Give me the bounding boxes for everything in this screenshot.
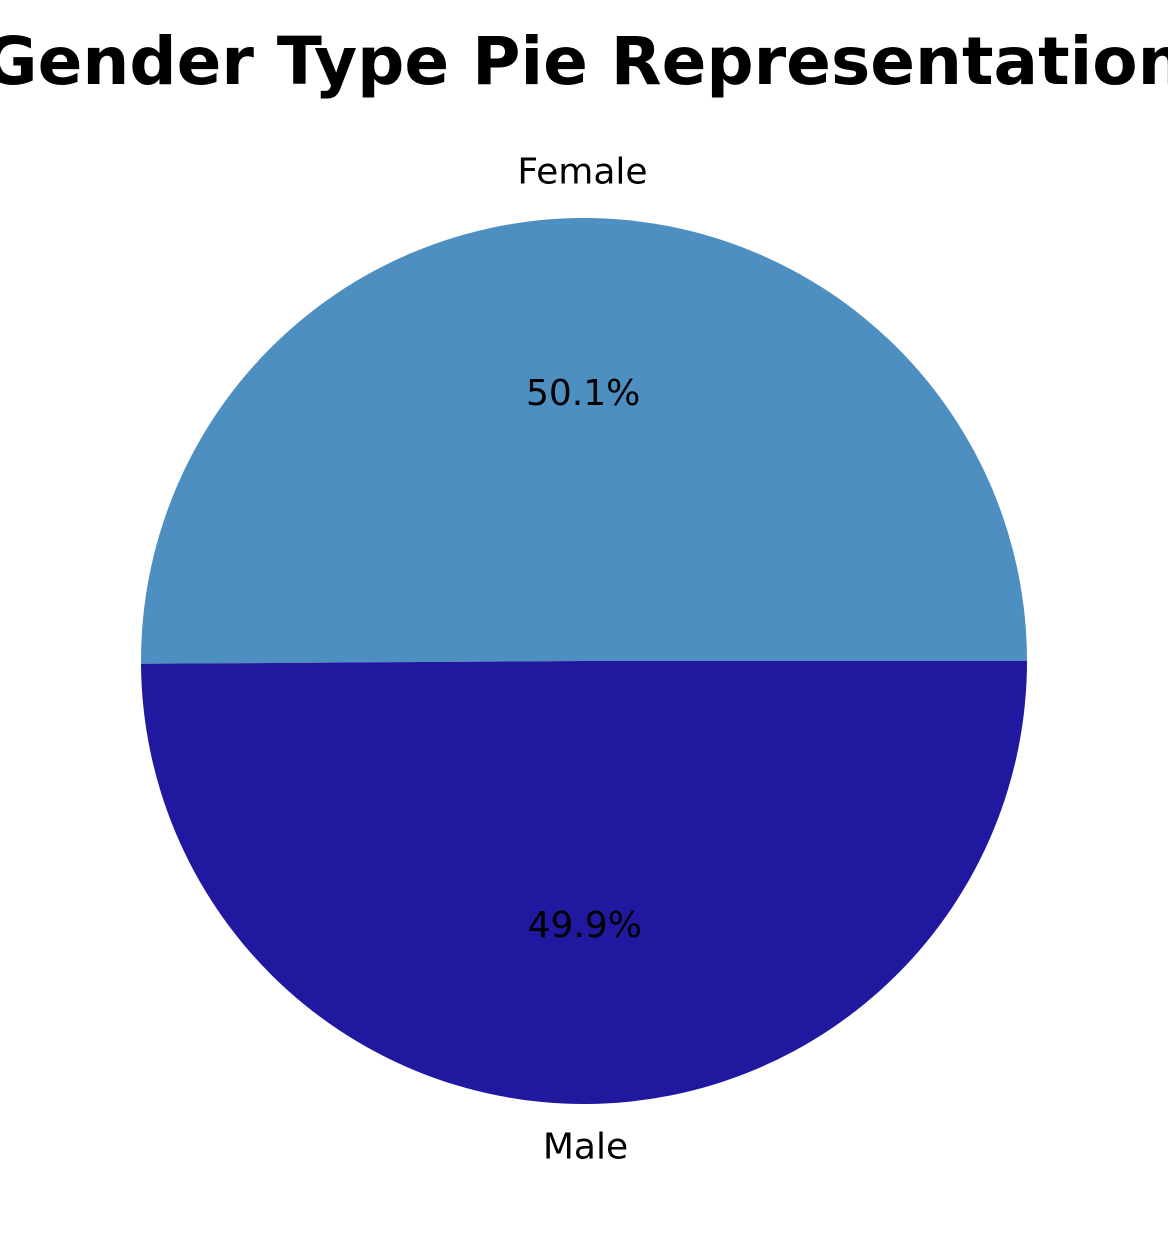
chart-title: Gender Type Pie Representation [0, 23, 1168, 100]
pie-slice-male [141, 661, 1028, 1105]
slice-label-female: Female [517, 152, 647, 193]
pie-slices [141, 218, 1028, 1105]
pie-slice-female [141, 218, 1028, 664]
slice-percent-female: 50.1% [526, 373, 640, 414]
slice-percent-male: 49.9% [528, 905, 642, 946]
slice-label-male: Male [543, 1126, 628, 1167]
pie-labels: Female 50.1% Male 49.9% [517, 152, 647, 1168]
